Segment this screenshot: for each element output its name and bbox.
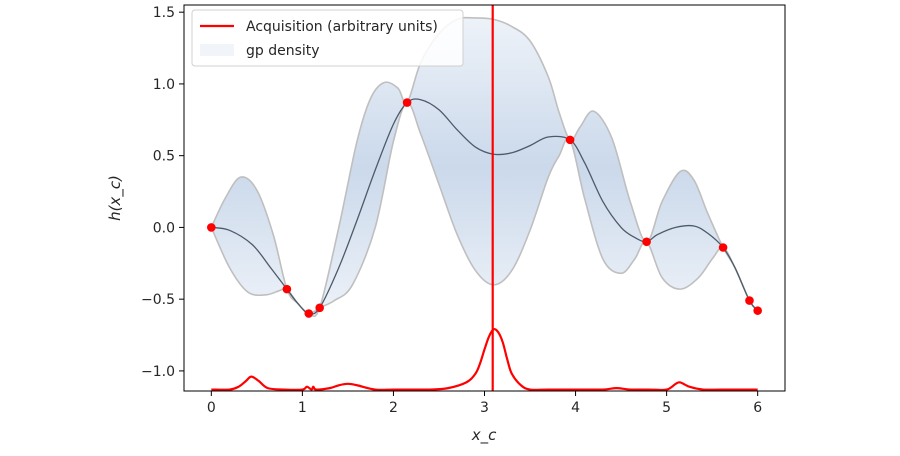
x-tick-label: 2 [389, 400, 398, 416]
x-tick-label: 0 [207, 400, 216, 416]
observation-point [315, 303, 324, 313]
observation-point [718, 243, 728, 252]
legend-label-gp-density: gp density [246, 43, 320, 59]
y-axis: −1.0 −0.5 0.0 0.5 1.0 1.5 [141, 5, 184, 380]
x-tick-label: 4 [571, 400, 580, 416]
legend-frame [191, 9, 464, 67]
x-tick-label: 6 [753, 400, 762, 416]
observation-point [402, 98, 412, 107]
x-axis-label: x_c [471, 426, 497, 445]
observation-points [207, 98, 762, 318]
x-tick-label: 3 [480, 400, 489, 416]
observation-point [282, 284, 292, 294]
legend-swatch-gp-density [200, 44, 234, 56]
x-tick-label: 1 [298, 400, 307, 416]
y-tick-label: −0.5 [141, 292, 175, 308]
plot-area [207, 5, 762, 391]
observation-point [745, 296, 754, 305]
x-axis: 0 1 2 3 4 5 6 [207, 391, 762, 416]
observation-point [642, 237, 651, 247]
observation-point [207, 223, 216, 232]
y-tick-label: −1.0 [141, 364, 175, 380]
legend: Acquisition (arbitrary units) gp density [191, 9, 464, 67]
y-tick-label: 0.0 [153, 220, 175, 236]
y-tick-label: 1.5 [153, 5, 175, 21]
legend-label-acquisition: Acquisition (arbitrary units) [246, 19, 438, 35]
y-tick-label: 1.0 [153, 77, 175, 93]
gp-density-band [211, 17, 758, 317]
y-axis-label-text: h(x_c) [106, 175, 125, 221]
y-axis-label: h(x_c) [106, 175, 125, 221]
y-tick-label: 0.5 [153, 149, 175, 165]
observation-point [304, 309, 314, 318]
observation-point [753, 306, 762, 315]
acquisition-line [211, 328, 758, 391]
x-tick-label: 5 [662, 400, 671, 416]
observation-point [565, 135, 575, 145]
x-axis-label-text: x_c [471, 426, 497, 445]
